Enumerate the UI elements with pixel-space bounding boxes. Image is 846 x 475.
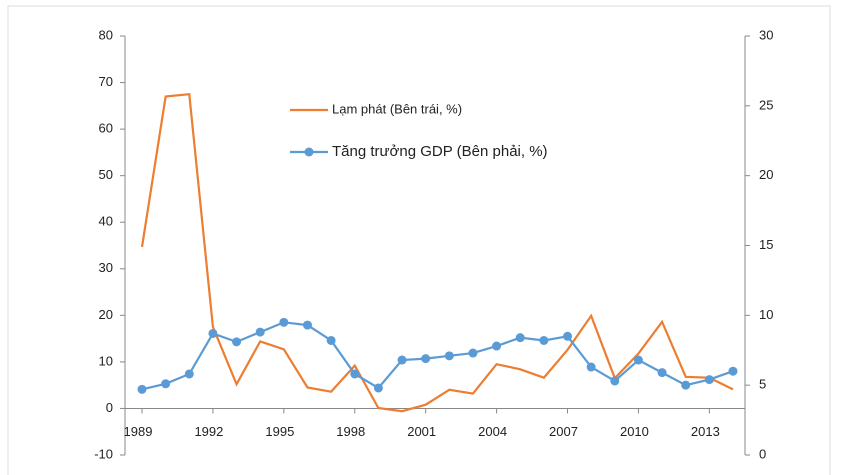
- series-marker: [161, 379, 171, 389]
- series-marker: [586, 362, 596, 372]
- series-marker: [397, 355, 407, 365]
- legend-marker: [304, 147, 314, 157]
- frame: [7, 5, 831, 475]
- y2-tick-label: 30: [759, 27, 773, 42]
- legend-label: Lạm phát (Bên trái, %): [332, 101, 462, 116]
- y-tick-label: 0: [106, 400, 113, 415]
- series-marker: [302, 320, 312, 330]
- series-marker: [610, 376, 620, 386]
- series-marker: [681, 380, 691, 390]
- y-tick-label: 30: [99, 260, 113, 275]
- legend-label: Tăng trưởng GDP (Bên phải, %): [332, 143, 548, 160]
- y-tick-label: 20: [99, 307, 113, 322]
- series-marker: [444, 351, 454, 361]
- x-tick-label: 2010: [620, 424, 649, 439]
- y-tick-label: 10: [99, 353, 113, 368]
- y2-tick-label: 20: [759, 167, 773, 182]
- series-marker: [232, 337, 242, 347]
- x-tick-label: 1992: [194, 424, 223, 439]
- y-tick-label: 70: [99, 74, 113, 89]
- y2-tick-label: 25: [759, 97, 773, 112]
- series-marker: [539, 335, 549, 345]
- x-tick-label: 1995: [265, 424, 294, 439]
- x-tick-label: 2013: [691, 424, 720, 439]
- series-marker: [633, 355, 643, 365]
- y-tick-label: -10: [94, 446, 113, 461]
- series-marker: [326, 335, 336, 345]
- series-marker: [184, 369, 194, 379]
- x-tick-label: 2004: [478, 424, 507, 439]
- series-marker: [704, 375, 714, 385]
- series-marker: [421, 354, 431, 364]
- series-marker: [728, 366, 738, 376]
- y2-tick-label: 5: [759, 377, 766, 392]
- x-tick-label: 2007: [549, 424, 578, 439]
- series-marker: [350, 369, 360, 379]
- series-marker: [255, 327, 265, 337]
- y-tick-label: 60: [99, 121, 113, 136]
- series-marker: [279, 317, 289, 327]
- y-tick-label: 50: [99, 167, 113, 182]
- y-tick-label: 40: [99, 214, 113, 229]
- x-tick-label: 1989: [124, 424, 153, 439]
- series-line: [141, 321, 734, 391]
- x-tick-label: 1998: [336, 424, 365, 439]
- series-marker: [468, 348, 478, 358]
- series-marker: [657, 368, 667, 378]
- series-marker: [373, 383, 383, 393]
- series-marker: [137, 384, 147, 394]
- series-line: [140, 92, 734, 413]
- series-marker: [563, 331, 573, 341]
- series-marker: [208, 328, 218, 338]
- y2-tick-label: 0: [759, 446, 766, 461]
- series-marker: [492, 341, 502, 351]
- y-tick-label: 80: [99, 27, 113, 42]
- y2-tick-label: 15: [759, 237, 773, 252]
- x-tick-label: 2001: [407, 424, 436, 439]
- series-marker: [515, 333, 525, 343]
- y2-tick-label: 10: [759, 307, 773, 322]
